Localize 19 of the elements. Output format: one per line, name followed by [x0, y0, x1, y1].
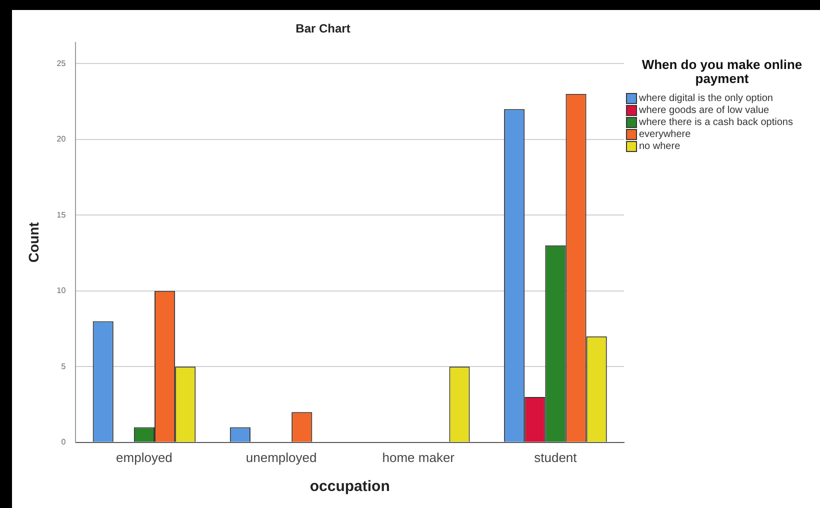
legend-label: where digital is the only option [639, 92, 773, 104]
y-axis-title: Count [25, 222, 42, 263]
chart-title: Bar Chart [296, 22, 350, 36]
x-tick-label: employed [116, 450, 172, 465]
x-tick-label: home maker [382, 450, 456, 465]
legend-title: When do you make online payment [640, 57, 804, 87]
legend-label: everywhere [639, 128, 691, 140]
y-tick-label: 15 [56, 210, 66, 220]
legend-label: where there is a cash back options [639, 116, 793, 128]
y-tick-label: 20 [56, 134, 66, 144]
x-tick-label: unemployed [246, 450, 317, 465]
y-tick-label: 10 [56, 286, 66, 296]
y-tick-label: 25 [56, 58, 66, 68]
y-tick-label: 5 [61, 362, 66, 371]
x-tick-label: student [534, 450, 578, 465]
legend-label: no where [639, 140, 680, 152]
x-axis-title: occupation [310, 478, 390, 496]
y-tick-label: 0 [61, 438, 66, 447]
legend-label: where goods are of low value [639, 104, 770, 116]
